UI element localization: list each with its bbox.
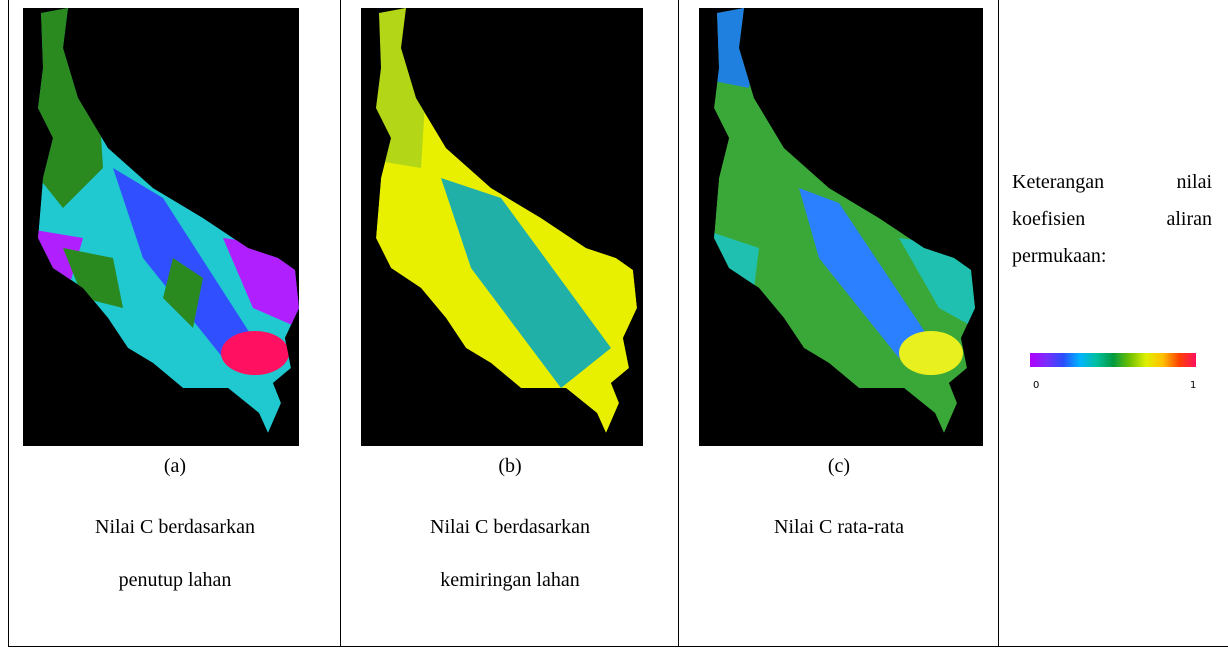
- caption-line: Nilai C berdasarkan: [9, 516, 341, 539]
- panel-cell: (b) Nilai C berdasarkan kemiringan lahan: [340, 0, 679, 646]
- caption-line: Nilai C rata-rata: [679, 516, 999, 539]
- page: (a) Nilai C berdasarkan penutup lahan (b…: [0, 0, 1228, 648]
- map-c: [699, 8, 983, 446]
- map-b: [361, 8, 643, 446]
- panel-label: (c): [679, 455, 999, 478]
- legend-line: koefisien aliran: [1012, 201, 1212, 238]
- legend-text: Keterangan nilai koefisien aliran permuk…: [1012, 164, 1212, 275]
- panel-cell: (c) Nilai C rata-rata: [678, 0, 999, 646]
- color-bar: [1030, 353, 1196, 367]
- panel-label: (a): [9, 455, 341, 478]
- caption-line: Nilai C berdasarkan: [341, 516, 679, 539]
- legend-cell: [998, 0, 1228, 646]
- caption-line: penutup lahan: [9, 569, 341, 592]
- caption-line: kemiringan lahan: [341, 569, 679, 592]
- legend-line: Keterangan nilai: [1012, 164, 1212, 201]
- table-bottom: [8, 646, 1228, 647]
- color-bar-max: 1: [1190, 380, 1196, 391]
- legend-line: permukaan:: [1012, 238, 1212, 275]
- panel-cell: (a) Nilai C berdasarkan penutup lahan: [8, 0, 341, 646]
- color-bar-min: 0: [1033, 380, 1039, 391]
- map-a: [23, 8, 299, 446]
- panel-label: (b): [341, 455, 679, 478]
